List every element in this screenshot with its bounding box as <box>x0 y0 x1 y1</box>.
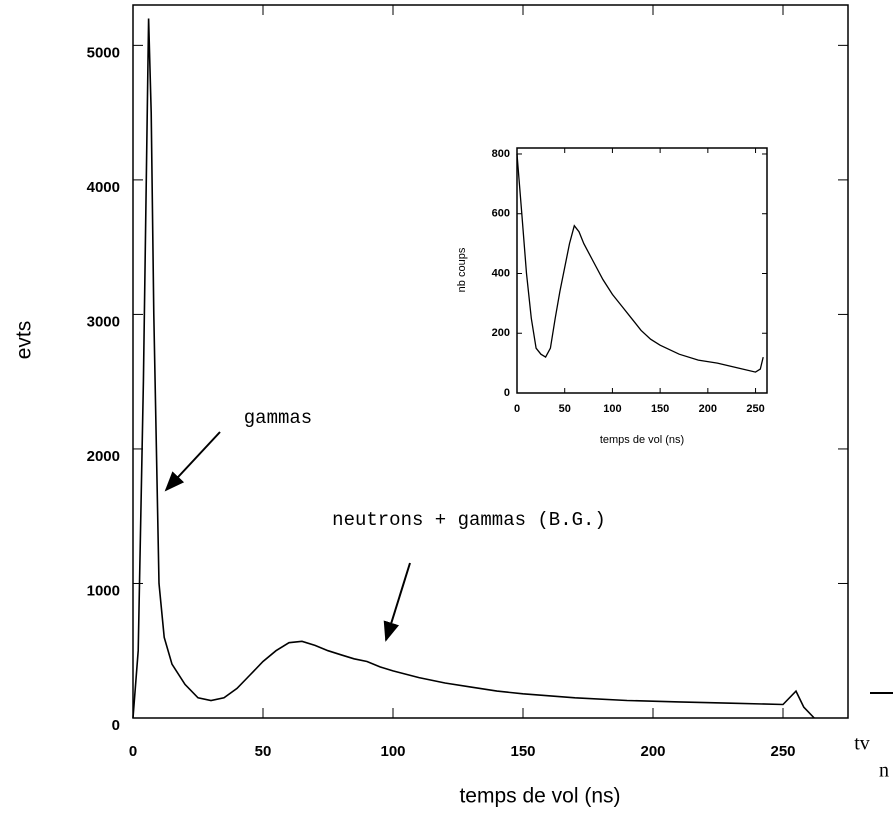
y-axis-label: nb coups <box>456 247 468 292</box>
plot-frame <box>516 147 768 394</box>
x-tick-label: 0 <box>514 403 520 415</box>
y-tick-label: 0 <box>112 717 120 734</box>
x-axis-label: temps de vol (ns) <box>600 434 684 446</box>
y-tick-label: 400 <box>492 267 510 279</box>
x-tick-label: 250 <box>746 403 764 415</box>
x-tick-label: 200 <box>640 743 665 760</box>
y-tick-label: 800 <box>492 148 510 160</box>
annotation: gammas <box>244 407 312 429</box>
x-tick-label: 50 <box>255 743 272 760</box>
y-tick-label: 0 <box>504 387 510 399</box>
annotation: neutrons + gammas (B.G.) <box>332 509 606 531</box>
x-tick-label: 150 <box>651 403 669 415</box>
y-tick-label: 4000 <box>87 179 120 196</box>
y-tick-label: 200 <box>492 327 510 339</box>
annotation: tv <box>854 733 870 755</box>
y-axis-label: evts <box>13 321 36 360</box>
x-tick-label: 150 <box>510 743 535 760</box>
x-tick-label: 50 <box>559 403 571 415</box>
x-tick-label: 200 <box>699 403 717 415</box>
data-line <box>132 18 815 719</box>
y-tick-label: 1000 <box>87 582 120 599</box>
x-tick-label: 250 <box>770 743 795 760</box>
x-axis-label: temps de vol (ns) <box>459 785 620 808</box>
plot-frame <box>132 4 849 719</box>
arrow <box>164 431 221 492</box>
y-tick-label: 600 <box>492 208 510 220</box>
y-tick-label: 5000 <box>87 44 120 61</box>
y-tick-label: 2000 <box>87 448 120 465</box>
x-tick-label: 0 <box>129 743 137 760</box>
arrow <box>383 562 411 642</box>
annotation: n <box>879 760 889 782</box>
data-line <box>516 153 764 373</box>
y-tick-label: 3000 <box>87 313 120 330</box>
x-tick-label: 100 <box>603 403 621 415</box>
x-tick-label: 100 <box>380 743 405 760</box>
